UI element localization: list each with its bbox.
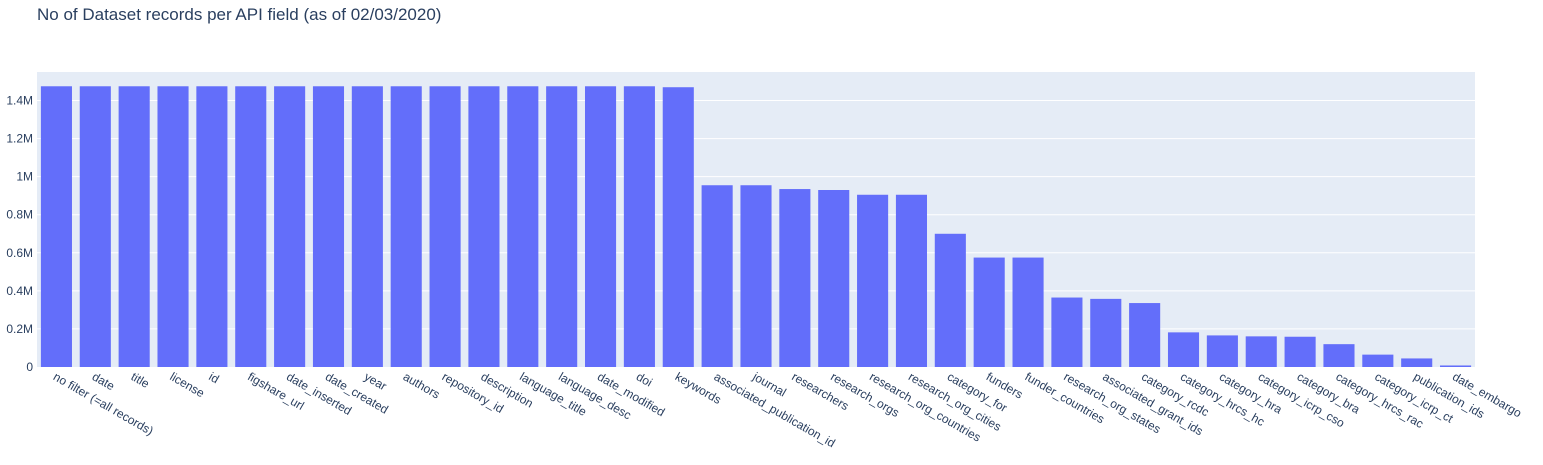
bar: [274, 86, 306, 367]
y-tick-label: 1M: [16, 170, 33, 184]
x-tick-label: id: [206, 369, 221, 386]
bar: [1401, 358, 1433, 367]
bar: [857, 194, 889, 367]
bar: [546, 86, 578, 367]
bar: [390, 86, 422, 367]
x-tick-label: doi: [634, 369, 655, 389]
bar: [1051, 297, 1083, 367]
y-tick-label: 0.4M: [6, 284, 33, 298]
y-tick-label: 1.4M: [6, 94, 33, 108]
bar: [351, 86, 383, 367]
bar: [1440, 365, 1472, 367]
bar: [1090, 298, 1122, 367]
y-tick-label: 0.6M: [6, 246, 33, 260]
bar: [1362, 354, 1394, 367]
bar: [818, 190, 850, 367]
bar: [740, 185, 772, 367]
x-tick-label: license: [168, 369, 208, 400]
y-tick-label: 1.2M: [6, 132, 33, 146]
bar: [429, 86, 461, 367]
bar: [895, 194, 928, 367]
bar: [1129, 303, 1161, 367]
y-tick-label: 0.8M: [6, 208, 33, 222]
bar: [623, 86, 655, 367]
bar: [1012, 257, 1044, 367]
y-tick-label: 0: [26, 360, 33, 374]
bar: [1245, 336, 1277, 367]
bar: [235, 86, 267, 367]
x-tick-label: title: [129, 369, 152, 391]
bar: [1323, 344, 1355, 367]
bar: [1206, 335, 1238, 367]
bar: [79, 86, 111, 367]
bar: [312, 86, 345, 367]
bar: [779, 189, 811, 367]
bar: [157, 86, 189, 367]
bar: [40, 86, 72, 367]
bar: [1284, 336, 1316, 367]
bar: [196, 86, 228, 367]
y-tick-label: 0.2M: [6, 322, 33, 336]
bar: [118, 86, 150, 367]
x-tick-label: authors: [401, 369, 443, 401]
x-axis: no filter (=all records)date title license…: [51, 369, 1524, 450]
bar: [584, 86, 617, 367]
bar: [934, 233, 966, 367]
bar: [507, 86, 539, 367]
bars: [40, 86, 1472, 368]
bar: [701, 185, 733, 367]
bar: [468, 86, 500, 367]
y-axis: 0 0.2M 0.4M 0.6M 0.8M 1M 1.2M 1.4M: [6, 94, 33, 374]
bar: [973, 257, 1005, 367]
bar: [1167, 332, 1200, 367]
bar: [662, 87, 694, 368]
chart-title: No of Dataset records per API field (as …: [37, 5, 442, 24]
